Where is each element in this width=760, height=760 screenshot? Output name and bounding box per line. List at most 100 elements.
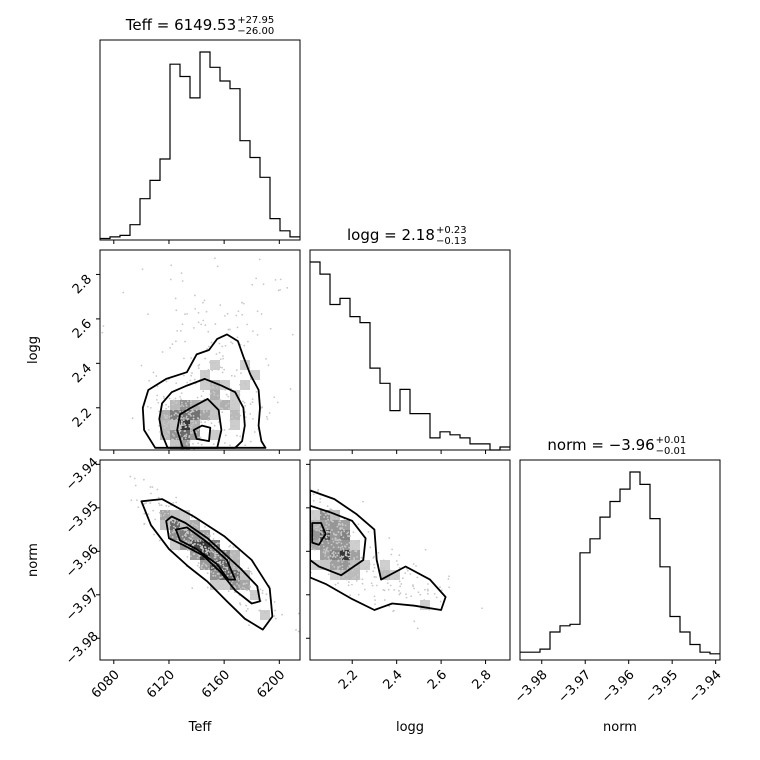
sample-point	[252, 418, 254, 420]
title-lower-error: −26.00	[237, 26, 274, 37]
contour-line	[176, 398, 223, 449]
sample-point	[202, 409, 205, 411]
sample-point	[241, 313, 244, 316]
sample-point	[245, 610, 248, 612]
sample-point	[145, 502, 147, 504]
sample-point	[346, 543, 348, 546]
sample-point	[325, 525, 327, 528]
x-tick-label: −3.94	[686, 667, 725, 706]
density-cell	[190, 540, 200, 550]
sample-point	[339, 528, 342, 531]
sample-point	[225, 566, 227, 569]
sample-point	[185, 529, 188, 532]
sample-point	[168, 397, 171, 400]
sample-point	[163, 423, 166, 426]
sample-point	[333, 565, 336, 568]
density-cell	[210, 380, 220, 390]
sample-point	[216, 572, 219, 575]
sample-point	[312, 512, 314, 515]
sample-point	[291, 333, 294, 336]
density-cell	[380, 570, 390, 580]
sample-point	[102, 325, 105, 327]
sample-point	[236, 434, 238, 437]
sample-point	[274, 278, 277, 281]
sample-point	[208, 550, 211, 553]
sample-point	[277, 500, 279, 502]
density-cell	[210, 570, 220, 580]
sample-point	[261, 589, 264, 592]
density-cell	[330, 570, 340, 580]
sample-point	[174, 430, 177, 433]
sample-point	[197, 367, 200, 370]
sample-point	[163, 426, 166, 429]
sample-point	[153, 533, 155, 536]
sample-point	[242, 302, 245, 305]
density-cell	[170, 430, 180, 440]
sample-point	[183, 357, 185, 360]
sample-point	[401, 577, 404, 579]
sample-point	[238, 390, 241, 393]
density-cell	[310, 560, 320, 570]
sample-point	[410, 595, 413, 598]
sample-point	[344, 554, 347, 556]
sample-point	[314, 517, 317, 520]
sample-point	[318, 523, 321, 526]
sample-point	[236, 576, 239, 578]
sample-point	[308, 533, 310, 535]
sample-point	[166, 509, 169, 512]
sample-point	[172, 403, 174, 406]
sample-point	[341, 557, 343, 559]
sample-point	[162, 523, 165, 526]
sample-point	[168, 420, 170, 423]
density-cell	[170, 510, 180, 520]
sample-point	[398, 589, 400, 592]
y-axis-label-norm: norm	[26, 543, 41, 577]
sample-point	[381, 567, 384, 570]
sample-point	[319, 497, 322, 500]
sample-point	[206, 550, 209, 553]
sample-point	[242, 400, 244, 403]
sample-point	[185, 515, 188, 518]
sample-point	[239, 574, 242, 576]
sample-point	[191, 539, 194, 542]
sample-point	[216, 394, 219, 397]
sample-point	[197, 562, 200, 564]
sample-point	[352, 562, 355, 565]
sample-point	[184, 437, 187, 440]
sample-point	[280, 517, 282, 519]
y-tick-label: −3.95	[63, 499, 102, 538]
sample-point	[343, 545, 346, 548]
sample-point	[200, 567, 203, 569]
sample-point	[193, 553, 196, 555]
sample-point	[342, 559, 345, 562]
sample-point	[202, 550, 204, 552]
sample-point	[367, 530, 370, 533]
sample-point	[171, 433, 174, 436]
x-tick-label: 2.2	[336, 667, 361, 692]
sample-point	[147, 513, 150, 516]
sample-point	[191, 469, 193, 471]
sample-point	[185, 417, 188, 419]
sample-point	[230, 582, 233, 585]
density-cell	[230, 570, 240, 580]
sample-point	[236, 336, 239, 339]
sample-point	[327, 573, 330, 576]
sample-point	[211, 580, 214, 583]
sample-point	[207, 345, 210, 348]
sample-point	[187, 542, 190, 544]
sample-point	[433, 592, 436, 595]
sample-point	[214, 411, 217, 413]
sample-point	[391, 548, 393, 551]
sample-point	[218, 583, 221, 586]
sample-point	[238, 393, 241, 396]
density-cell	[160, 430, 170, 440]
sample-point	[339, 556, 342, 559]
sample-point	[203, 380, 206, 383]
sample-point	[166, 422, 169, 425]
sample-point	[233, 403, 236, 406]
sample-point	[190, 542, 192, 544]
sample-point	[159, 513, 162, 516]
sample-point	[176, 417, 179, 419]
sample-point	[171, 510, 174, 512]
